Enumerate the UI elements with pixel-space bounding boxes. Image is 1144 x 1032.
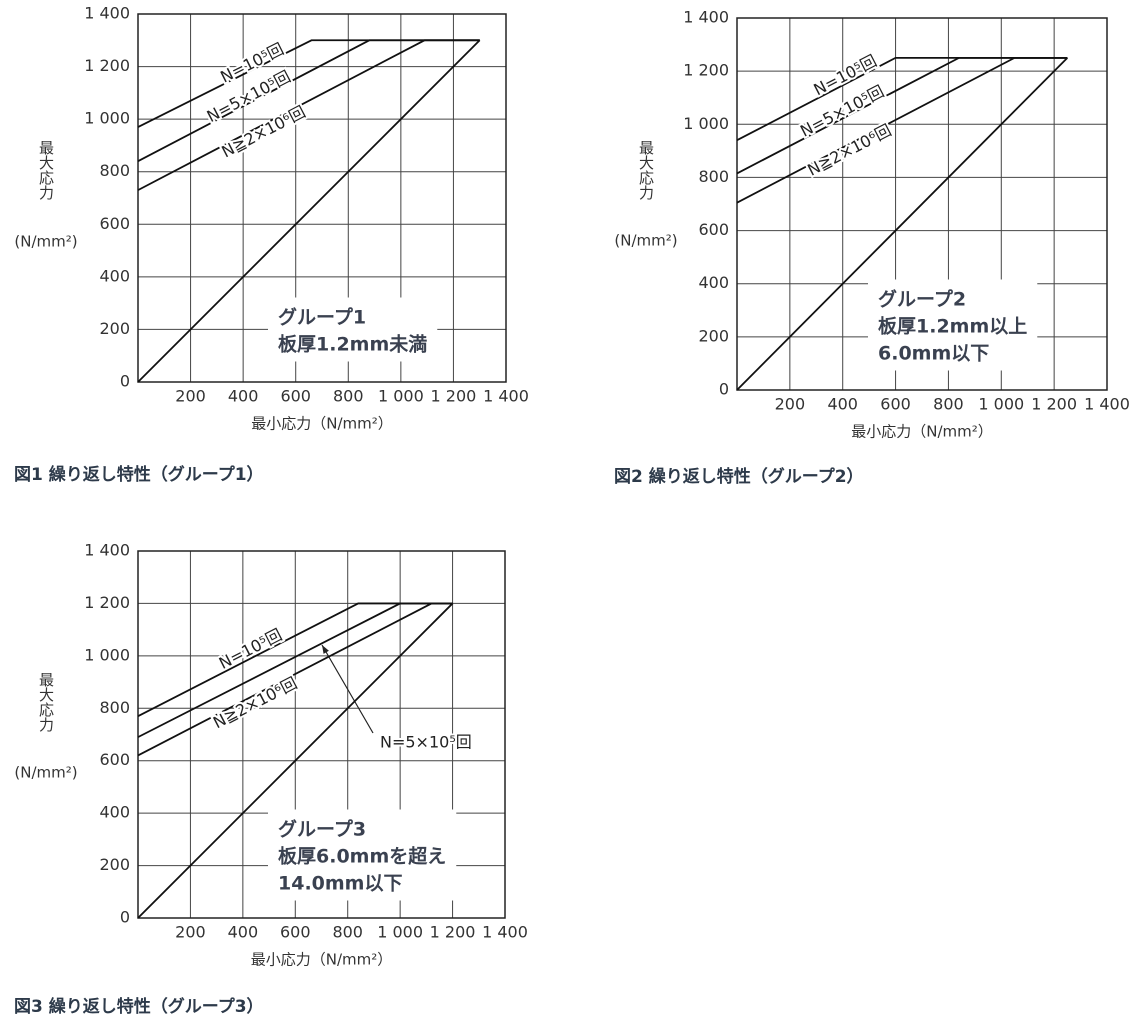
group-note-line: 板厚1.2mm未満 [278, 333, 427, 356]
plot-frame [137, 550, 506, 919]
x-tick-label: 1 000 [378, 387, 424, 406]
x-tick-label: 1 200 [1031, 395, 1077, 414]
x-tick-label: 1 000 [377, 923, 423, 942]
y-tick-label: 0 [120, 908, 130, 927]
x-axis-label: 最小応力（N/mm²） [251, 951, 393, 969]
y-tick-label: 1 000 [683, 114, 729, 133]
y-tick-label: 0 [120, 372, 130, 391]
y-axis-label: 最大応力 [37, 140, 55, 201]
label-arrow [321, 644, 374, 734]
x-tick-label: 200 [175, 923, 206, 942]
x-tick-label: 1 000 [978, 395, 1024, 414]
series-line [736, 57, 1068, 391]
note-background [268, 297, 438, 362]
y-tick-label: 1 000 [84, 109, 130, 128]
y-tick-label: 400 [99, 266, 130, 285]
series-line [137, 602, 454, 919]
y-tick-label: 800 [99, 161, 130, 180]
series-line [137, 602, 453, 757]
y-axis-label: 最大応力 [637, 140, 655, 201]
x-tick-label: 600 [880, 395, 911, 414]
y-axis-unit: (N/mm²) [14, 233, 77, 251]
y-tick-label: 400 [698, 273, 729, 292]
series-line [137, 39, 481, 383]
note-background [868, 279, 1038, 371]
x-tick-label: 800 [332, 923, 363, 942]
y-tick-label: 800 [99, 698, 130, 717]
chart: 0 200 400 600 800 1 000 1 200 1 400 200 400 600 800… [14, 541, 528, 1018]
x-tick-label: 200 [775, 395, 806, 414]
y-tick-label: 1 000 [84, 645, 130, 664]
series-label: N=10⁵回 [216, 625, 285, 673]
group-note-line: グループ2 [878, 288, 966, 311]
y-tick-label: 800 [698, 167, 729, 186]
plot-frame [137, 13, 507, 383]
y-axis-unit: (N/mm²) [14, 764, 77, 782]
y-tick-label: 1 200 [84, 56, 130, 75]
x-tick-label: 400 [827, 395, 858, 414]
group-note: グループ1 板厚1.2mm未満 [268, 297, 438, 362]
arrow-head [322, 645, 329, 654]
y-tick-label: 600 [698, 220, 729, 239]
series-line [137, 39, 480, 191]
x-axis-label: 最小応力（N/mm²） [851, 423, 993, 441]
x-tick-label: 1 200 [430, 923, 476, 942]
y-tick-label: 1 400 [683, 8, 729, 27]
x-tick-label: 1 400 [483, 387, 529, 406]
group-note-line: グループ1 [278, 306, 366, 329]
x-tick-label: 800 [333, 387, 364, 406]
chart: 0 200 400 600 800 1 000 1 200 1 400 200 400 600 800… [614, 8, 1130, 488]
x-tick-label: 200 [175, 387, 206, 406]
series-label: N≧2×10⁶回 [210, 673, 300, 732]
x-tick-label: 1 200 [431, 387, 477, 406]
group-note-line: 板厚1.2mm以上 [878, 315, 1027, 338]
y-tick-label: 0 [719, 380, 729, 399]
y-tick-label: 1 200 [683, 61, 729, 80]
y-tick-label: 1 200 [84, 593, 130, 612]
x-tick-label: 400 [228, 923, 259, 942]
y-tick-label: 200 [698, 326, 729, 345]
group-note-line: 14.0mm以下 [278, 873, 402, 895]
y-tick-label: 1 400 [84, 541, 130, 560]
x-tick-label: 800 [933, 395, 964, 414]
x-axis-label: 最小応力（N/mm²） [251, 415, 393, 433]
group-note: グループ3 板厚6.0mmを超え 14.0mm以下 [268, 809, 457, 901]
x-tick-label: 600 [280, 387, 311, 406]
y-tick-label: 200 [99, 319, 130, 338]
group-note-line: 6.0mm以下 [878, 343, 989, 365]
x-tick-label: 1 400 [1084, 395, 1130, 414]
x-tick-label: 600 [280, 923, 311, 942]
note-background [268, 809, 457, 901]
group-note: グループ2 板厚1.2mm以上 6.0mm以下 [868, 279, 1038, 371]
series-line [736, 56, 1068, 142]
caption: 図3 繰り返し特性（グループ3） [14, 996, 264, 1017]
group-note-line: 板厚6.0mmを超え [278, 845, 446, 868]
y-tick-label: 600 [99, 750, 130, 769]
x-tick-label: 400 [228, 387, 259, 406]
x-tick-label: 1 400 [482, 923, 528, 942]
y-tick-label: 600 [99, 214, 130, 233]
y-tick-label: 200 [99, 855, 130, 874]
caption: 図2 繰り返し特性（グループ2） [614, 466, 864, 487]
series-line [137, 39, 480, 128]
group-note-line: グループ3 [278, 818, 366, 841]
chart: 0 200 400 600 800 1 000 1 200 1 400 200 400 600 800… [14, 4, 529, 486]
caption: 図1 繰り返し特性（グループ1） [14, 464, 264, 485]
y-axis-unit: (N/mm²) [614, 232, 677, 250]
y-axis-label: 最大応力 [37, 672, 55, 733]
series-line [736, 56, 1068, 204]
y-tick-label: 1 400 [84, 4, 130, 23]
y-tick-label: 400 [99, 803, 130, 822]
plot-frame [736, 17, 1108, 391]
series-label: N=5×10⁵回 [380, 733, 472, 752]
